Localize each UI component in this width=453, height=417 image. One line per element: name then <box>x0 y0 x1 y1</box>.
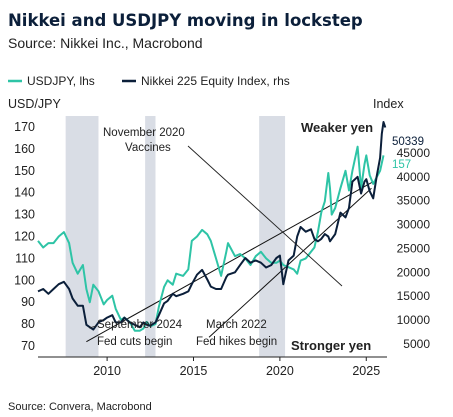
annotation-vaccines-pointer <box>187 145 343 287</box>
series-line-nikkei <box>37 121 387 331</box>
shaded-period-2 <box>259 116 286 357</box>
chart-subtitle: Source: Nikkei Inc., Macrobond <box>8 35 203 51</box>
series-line-usdjpy <box>37 145 385 332</box>
annotation-vaccines-line1: November 2020 <box>103 127 185 139</box>
trend-lines-group <box>86 181 374 343</box>
annotation-fed-hikes-line1: March 2022 <box>206 319 267 331</box>
usdjpy-last-value-label: 157 <box>392 159 411 171</box>
trend-line-1 <box>208 187 372 338</box>
annotation-fed-cuts-pointer <box>88 325 97 329</box>
right-axis-label: Index <box>373 97 404 111</box>
right-tick-label-40000: 40000 <box>397 170 431 184</box>
left-tick-label-130: 130 <box>14 208 35 222</box>
annotation-vaccines: November 2020 Vaccines <box>103 127 343 287</box>
x-tick-label-2025: 2025 <box>352 364 380 378</box>
source-note: Source: Convera, Macrobond <box>8 401 152 413</box>
left-tick-label-80: 80 <box>21 317 35 331</box>
x-ticks-group: 2010 2015 2020 2025 <box>93 357 380 378</box>
trend-line-0 <box>86 181 374 343</box>
x-tick-label-2015: 2015 <box>180 364 208 378</box>
shaded-period-1 <box>145 116 156 357</box>
left-tick-label-70: 70 <box>21 339 35 353</box>
annotation-fed-hikes: March 2022 Fed hikes begin <box>196 319 277 348</box>
left-axis-label: USD/JPY <box>8 97 61 111</box>
legend-label-usdjpy: USDJPY, lhs <box>27 74 95 88</box>
annotation-fed-cuts-line1: September 2024 <box>97 319 183 331</box>
annotation-vaccines-line2: Vaccines <box>125 142 171 154</box>
left-tick-label-140: 140 <box>14 186 35 200</box>
annotation-fed-hikes-line2: Fed hikes begin <box>196 336 277 348</box>
right-tick-label-20000: 20000 <box>397 265 431 279</box>
series-group <box>37 121 387 332</box>
legend-label-nikkei: Nikkei 225 Equity Index, rhs <box>141 74 290 88</box>
annotation-fed-cuts-line2: Fed cuts begin <box>97 336 172 348</box>
weaker-yen-label: Weaker yen <box>301 120 373 135</box>
nikkei-last-value-label: 50339 <box>392 136 424 148</box>
left-tick-label-120: 120 <box>14 230 35 244</box>
left-tick-label-90: 90 <box>21 295 35 309</box>
right-tick-label-30000: 30000 <box>397 218 431 232</box>
shaded-period-0 <box>65 116 99 357</box>
x-tick-label-2010: 2010 <box>93 364 121 378</box>
x-tick-label-2020: 2020 <box>266 364 294 378</box>
right-tick-label-45000: 45000 <box>397 146 431 160</box>
right-tick-label-5000: 5000 <box>403 337 430 351</box>
left-tick-label-100: 100 <box>14 273 35 287</box>
left-tick-label-110: 110 <box>15 251 35 265</box>
left-tick-label-160: 160 <box>14 142 35 156</box>
left-ticks-group: 70 80 90 100 110 120 130 140 150 160 170 <box>14 120 35 353</box>
recession-shading-group <box>65 116 286 357</box>
left-tick-label-150: 150 <box>14 164 35 178</box>
stronger-yen-label: Stronger yen <box>291 338 371 353</box>
legend: USDJPY, lhs Nikkei 225 Equity Index, rhs <box>8 74 290 88</box>
right-tick-label-10000: 10000 <box>397 313 431 327</box>
right-tick-label-25000: 25000 <box>397 241 431 255</box>
chart-title: Nikkei and USDJPY moving in lockstep <box>8 11 363 30</box>
right-tick-label-15000: 15000 <box>397 289 431 303</box>
right-tick-label-35000: 35000 <box>397 194 431 208</box>
annotation-fed-cuts: September 2024 Fed cuts begin <box>88 319 183 348</box>
left-tick-label-170: 170 <box>14 120 35 134</box>
right-ticks-group: 5000 10000 15000 20000 25000 30000 35000 40000 4… <box>397 146 431 351</box>
